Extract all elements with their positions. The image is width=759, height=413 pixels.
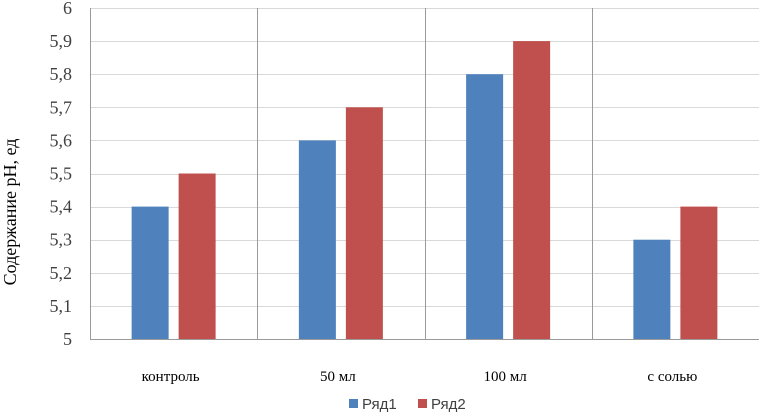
y-tick-label: 5,3 [50,230,73,250]
bar-2-2 [345,107,383,339]
bars [131,41,718,339]
y-tick-label: 5,8 [50,64,73,84]
y-tick-labels: 5 5,1 5,2 5,3 5,4 5,5 5,6 5,7 5,8 5,9 6 [50,0,73,349]
bar-1-4 [633,239,671,339]
x-category-labels: контроль 50 мл 100 мл с солью [142,369,698,385]
y-tick-label: 5,6 [50,130,73,150]
bar-1-1 [131,206,169,339]
x-category-label: 100 мл [484,369,528,385]
x-category-label: контроль [142,369,200,385]
legend-label: Ряд2 [431,396,466,413]
legend: Ряд1 Ряд2 [349,396,466,413]
bar-2-1 [178,173,216,339]
legend-label: Ряд1 [362,396,397,413]
bar-2-4 [680,206,718,339]
y-tick-label: 5,2 [50,263,73,283]
x-category-label: 50 мл [320,369,356,385]
y-tick-label: 5,5 [50,164,73,184]
legend-swatch [349,399,358,408]
y-tick-label: 5,9 [50,31,73,51]
y-tick-label: 5 [63,329,72,349]
y-tick-label: 5,7 [50,97,73,117]
y-tick-label: 6 [63,0,72,18]
y-tick-label: 5,4 [50,197,73,217]
category-separators [90,8,593,339]
bar-1-3 [466,74,504,339]
legend-swatch [418,399,427,408]
bar-2-3 [513,41,551,339]
y-axis-title: Содержание рН, ед [0,139,20,286]
y-tick-label: 5,1 [50,296,73,316]
x-category-label: с солью [647,369,697,385]
bar-1-2 [298,140,336,339]
